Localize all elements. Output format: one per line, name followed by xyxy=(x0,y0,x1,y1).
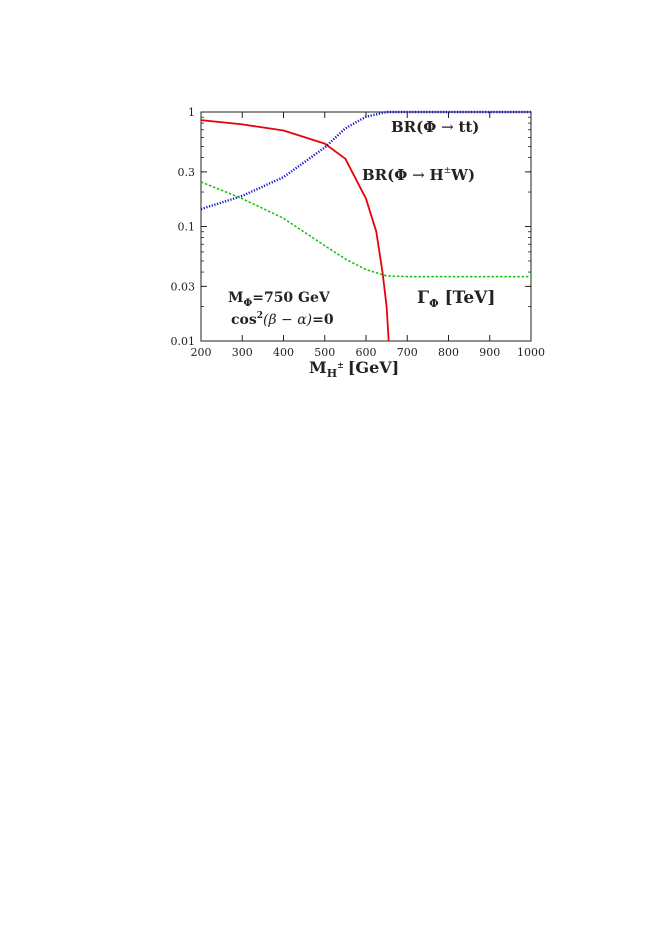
series-br-hw xyxy=(200,119,390,342)
y-tick-label: 0.1 xyxy=(178,221,196,234)
x-tick-label: 800 xyxy=(438,346,459,359)
series-br-tt xyxy=(200,110,531,211)
x-tick-label: 900 xyxy=(479,346,500,359)
y-tick-label: 1 xyxy=(188,106,195,119)
label-gamma-symbol: Γ xyxy=(417,288,429,308)
label-cos-mid: (β − α) xyxy=(263,312,312,328)
x-axis-label-main: M xyxy=(309,358,327,377)
label-br-tt-arrow: → xyxy=(436,118,458,136)
y-tick-label: 0.3 xyxy=(178,166,196,179)
label-mass-sub: Φ xyxy=(244,298,253,309)
label-br-hw-phi: Φ xyxy=(394,166,407,184)
label-br-hw-arrow: → xyxy=(407,166,429,184)
label-br-tt-prefix: BR( xyxy=(391,118,423,136)
x-axis-label-sub: H xyxy=(327,367,337,380)
label-br-tt-phi: Φ xyxy=(423,118,436,136)
series-gamma xyxy=(200,181,531,278)
label-mass-m: M xyxy=(228,290,244,306)
x-tick-label: 400 xyxy=(273,346,294,359)
series-group xyxy=(200,110,531,342)
label-cos-sup: 2 xyxy=(257,311,263,321)
x-axis-label-unit: [GeV] xyxy=(348,358,399,377)
x-axis-label-sup: ± xyxy=(337,360,344,370)
label-br-hw: BR(Φ → H±W) xyxy=(362,166,475,184)
label-br-hw-sup: ± xyxy=(444,166,452,176)
y-tick-label: 0.01 xyxy=(171,335,196,348)
x-tick-label: 500 xyxy=(314,346,335,359)
x-axis-label: MH± [GeV] xyxy=(309,358,399,380)
y-tick-label: 0.03 xyxy=(171,280,196,293)
x-tick-label: 600 xyxy=(356,346,377,359)
x-tick-label: 200 xyxy=(191,346,212,359)
label-cos: cos2(β − α)=0 xyxy=(231,311,334,328)
label-cos-tail: =0 xyxy=(312,312,334,328)
x-tick-label: 700 xyxy=(397,346,418,359)
label-br-hw-prefix: BR( xyxy=(362,166,394,184)
x-tick-label: 1000 xyxy=(517,346,545,359)
label-mass: MΦ=750 GeV xyxy=(228,290,331,309)
label-br-hw-tail: W) xyxy=(450,166,475,184)
label-br-hw-h: H xyxy=(429,166,443,184)
label-mass-tail: =750 GeV xyxy=(252,290,331,306)
label-br-tt-tail: tt) xyxy=(458,118,479,136)
label-gamma-sub: Φ xyxy=(429,297,439,310)
label-gamma: ΓΦ [TeV] xyxy=(417,288,495,310)
label-gamma-tail: [TeV] xyxy=(439,288,496,308)
y-axis: 0.01 0.03 0.1 0.3 1 xyxy=(171,106,531,348)
x-tick-label: 300 xyxy=(232,346,253,359)
label-br-tt: BR(Φ → tt) xyxy=(391,118,479,136)
label-cos-cos: cos xyxy=(231,312,257,328)
x-axis: 200 300 400 500 600 700 800 900 1000 xyxy=(191,112,545,359)
